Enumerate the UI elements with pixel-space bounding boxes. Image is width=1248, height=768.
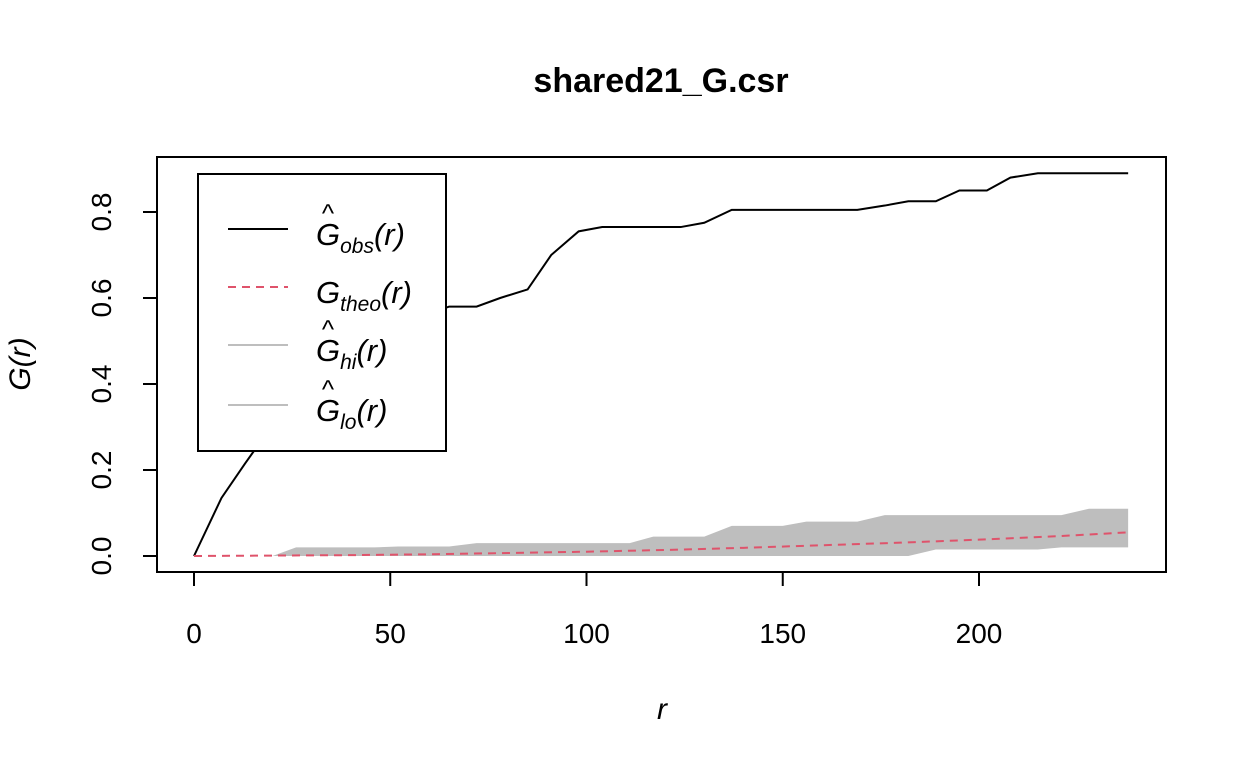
chart-title: shared21_G.csr [533,62,788,100]
y-tick-label: 0.4 [86,365,117,404]
legend-hat: ^ [322,374,335,404]
y-tick-label: 0.2 [86,451,117,490]
x-tick-label: 100 [563,618,610,649]
legend-label-hi: Ghi(r) [316,333,387,374]
legend-label-lo: Glo(r) [316,393,387,434]
y-axis-label: G(r) [4,337,37,390]
x-tick-label: 200 [956,618,1003,649]
series-line-theo [193,531,1129,557]
legend-hat: ^ [322,314,335,344]
envelope-band [194,508,1129,556]
y-tick-label: 0.0 [86,537,117,576]
y-axis: 0.0 0.2 0.4 0.6 0.8 [86,193,158,576]
x-axis-label: r [657,693,668,726]
legend-label-theo: Gtheo(r) [316,275,412,316]
legend-hat: ^ [322,198,335,228]
x-tick-label: 50 [375,618,406,649]
y-tick-label: 0.8 [86,193,117,232]
envelope-layer [194,508,1129,556]
x-axis: 0 50 100 150 200 [186,571,1003,649]
x-tick-label: 0 [186,618,202,649]
y-tick-label: 0.6 [86,279,117,318]
legend: ^Gobs(r)Gtheo(r)^Ghi(r)^Glo(r) [197,173,447,452]
x-tick-label: 150 [759,618,806,649]
legend-label-obs: Gobs(r) [316,217,405,258]
